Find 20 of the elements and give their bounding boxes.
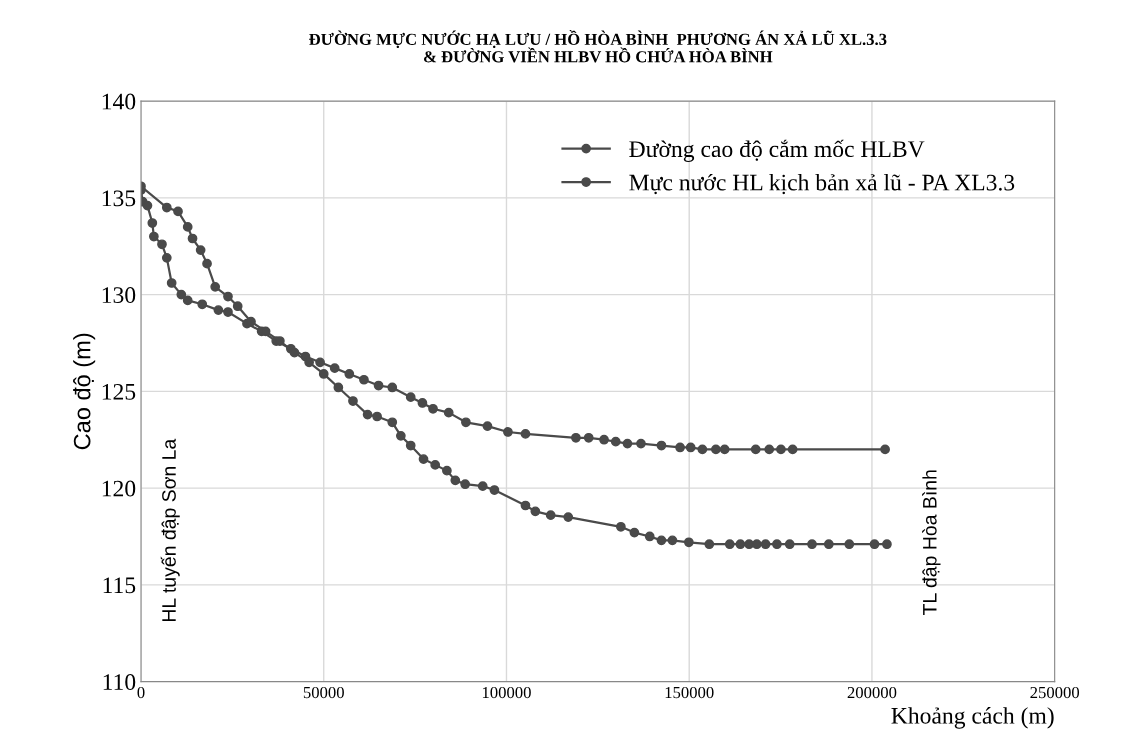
y-tick-label: 110 [103,674,136,691]
chart-title: ĐƯỜNG MỰC NƯỚC HẠ LƯU / HỒ HÒA BÌNH PHƯƠNG ÁN XẢ LŨ XL.3.3 & ĐƯỜNG VIỀN HLBV HỒ CHỨA HÒA BÌNH [309,30,887,63]
y-tick-label: 115 [103,577,136,594]
legend-label: Đường cao độ cắm mốc HLBV [629,139,925,162]
x-tick-label: 200000 [847,686,897,699]
y-axis-title: Cao độ (m) [73,333,96,450]
y-tick-label: 120 [102,480,136,497]
annotation: TL đập Hòa Bình [922,470,941,615]
x-axis-title: Khoảng cách (m) [891,707,1054,729]
y-tick-label: 130 [102,287,136,304]
legend-label: Mực nước HL kịch bản xả lũ - PA XL3.3 [629,173,1015,195]
x-tick-label: 50000 [303,686,344,699]
annotation: HL tuyến đập Sơn La [160,438,180,622]
x-tick-label: 100000 [482,686,531,699]
x-tick-label: 150000 [665,686,714,699]
x-tick-label: 0 [137,686,145,699]
x-tick-label: 250000 [1030,686,1080,699]
y-tick-label: 135 [102,190,136,207]
y-tick-label: 125 [102,383,136,400]
y-tick-label: 140 [102,93,136,110]
